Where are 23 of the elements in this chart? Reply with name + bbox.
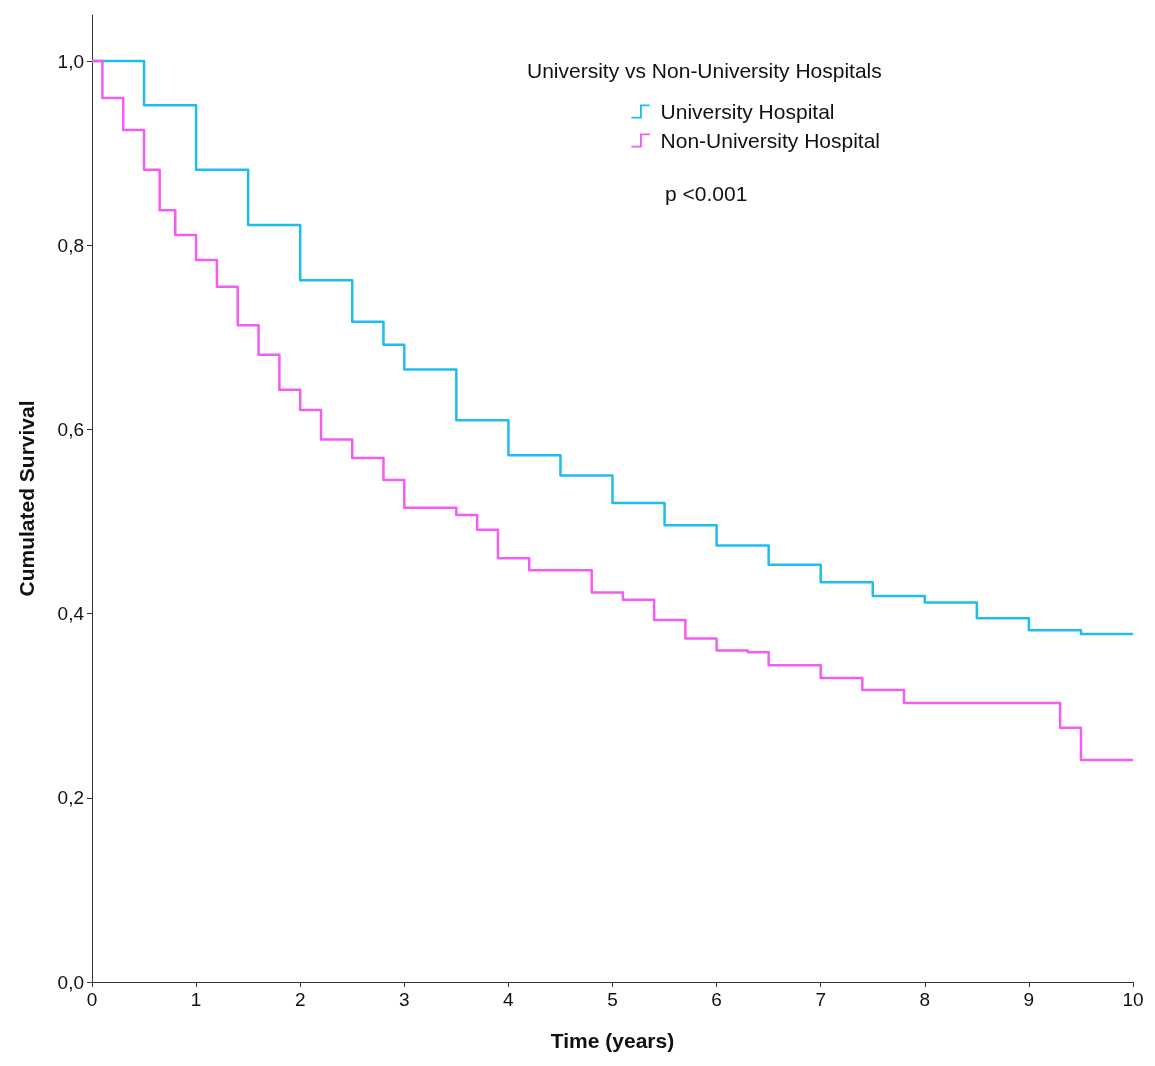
legend-label: University Hospital: [660, 100, 835, 123]
x-axis-title: Time (years): [550, 1029, 675, 1052]
x-tick-label: 6: [711, 989, 722, 1010]
x-tick-label: 4: [503, 989, 515, 1010]
x-tick-label: 2: [294, 989, 306, 1010]
x-tick-label: 1: [190, 989, 202, 1010]
y-tick-label: 1,0: [57, 50, 84, 72]
annotation: p <0.001: [665, 182, 748, 205]
y-tick-label: 0,2: [57, 787, 84, 809]
y-axis-title: Cumulated Survival: [15, 400, 38, 597]
x-tick-label: 0: [86, 989, 98, 1010]
legend-label: Non-University Hospital: [660, 129, 880, 152]
legend-title: University vs Non-University Hospitals: [527, 59, 882, 82]
y-tick-label: 0,4: [57, 603, 85, 625]
x-tick-label: 3: [399, 989, 410, 1010]
x-tick-label: 9: [1023, 989, 1035, 1010]
y-tick-label: 0,6: [57, 418, 84, 440]
x-tick-label: 5: [607, 989, 618, 1010]
x-tick-label: 8: [919, 989, 931, 1010]
x-tick-label: 10: [1122, 989, 1144, 1010]
x-tick-label: 7: [815, 989, 826, 1010]
y-tick-label: 0,8: [57, 234, 84, 256]
y-tick-label: 0,0: [57, 971, 84, 993]
